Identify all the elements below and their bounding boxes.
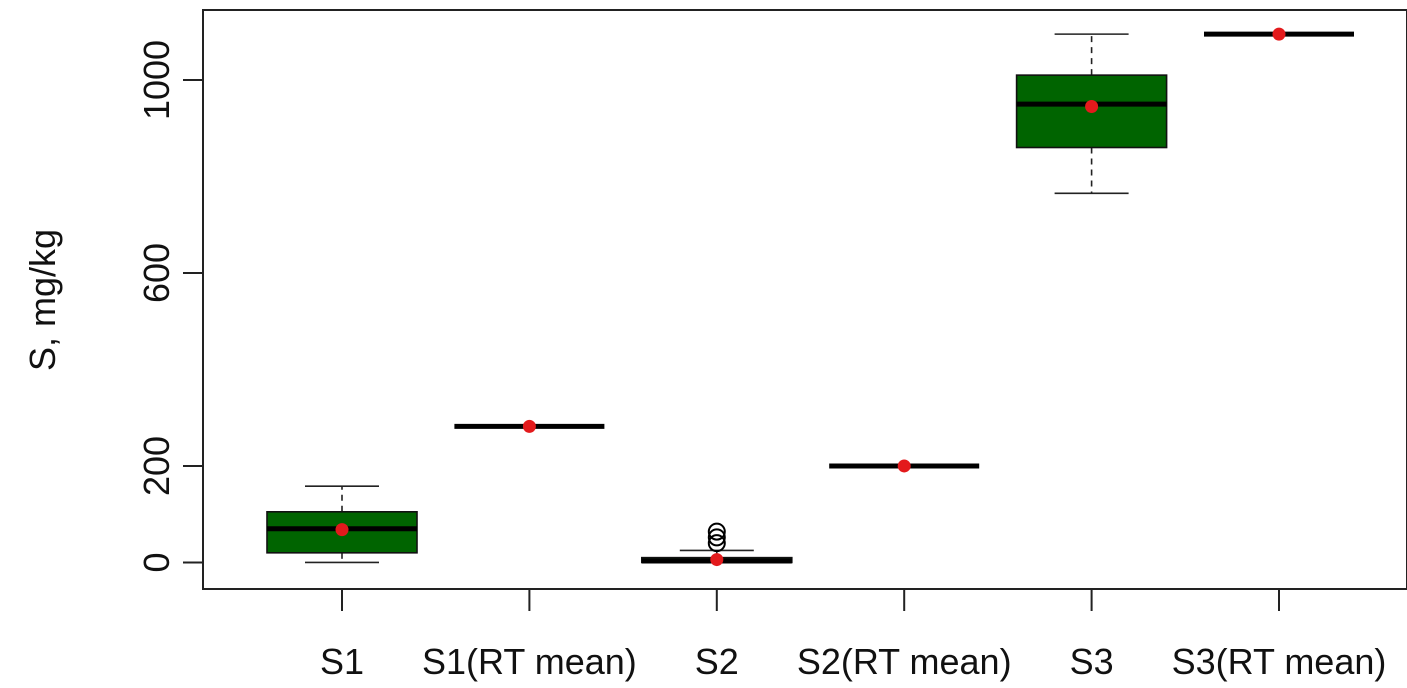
box-3 — [829, 459, 980, 473]
y-tick-label-1: 200 — [136, 436, 177, 496]
y-axis-title: S, mg/kg — [22, 229, 63, 371]
mean-point-4 — [1085, 100, 1099, 113]
x-tick-label-1: S1(RT mean) — [422, 641, 637, 682]
y-tick-label-0: 0 — [136, 552, 177, 572]
mean-point-2 — [710, 553, 724, 567]
x-axis: S1 S1(RT mean) S2 S2(RT mean) S3 S3(RT mean) — [320, 589, 1386, 682]
mean-point-5 — [1272, 27, 1286, 41]
box-0 — [266, 485, 418, 564]
x-tick-label-3: S2(RT mean) — [797, 641, 1012, 682]
box-1 — [454, 419, 605, 433]
box-5 — [1204, 27, 1354, 41]
y-tick-label-2: 600 — [136, 243, 177, 303]
mean-point-3 — [897, 459, 911, 473]
x-tick-label-4: S3 — [1070, 641, 1114, 682]
outlier-2-0 — [707, 534, 726, 553]
box-2 — [640, 522, 793, 567]
plot-frame — [202, 9, 1407, 590]
mean-point-0 — [335, 523, 349, 537]
box-4 — [1015, 33, 1168, 195]
x-tick-label-0: S1 — [320, 641, 364, 682]
boxes — [266, 27, 1354, 567]
outlier-2-1 — [707, 528, 726, 547]
x-tick-label-5: S3(RT mean) — [1172, 641, 1387, 682]
x-tick-label-2: S2 — [695, 641, 739, 682]
y-tick-label-3: 1000 — [136, 40, 177, 120]
y-axis: 0 200 600 1000 — [136, 40, 204, 572]
mean-point-1 — [522, 419, 536, 433]
outlier-2-2 — [707, 522, 726, 541]
